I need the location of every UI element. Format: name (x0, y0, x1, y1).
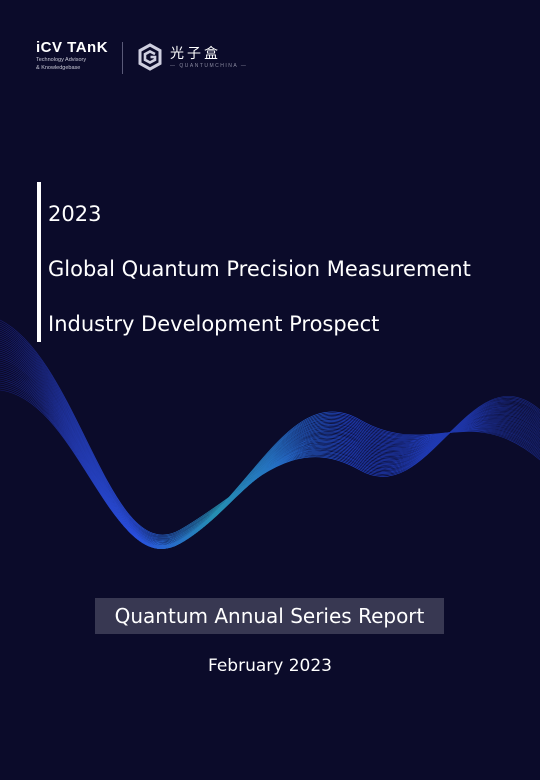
report-year: 2023 (48, 202, 102, 226)
partner-logo: 光子盒 — QUANTUMCHINA — (138, 41, 246, 75)
report-date: February 2023 (208, 656, 332, 676)
wave-line (0, 389, 540, 547)
icv-tank-logo: iCV TAnK Technology Advisory & Knowledge… (36, 40, 116, 72)
partner-logo-subtitle: — QUANTUMCHINA — (170, 63, 248, 69)
g-hexagon-logo-icon (138, 43, 162, 71)
wave-line (0, 329, 540, 541)
wave-line (0, 337, 540, 544)
series-label: Quantum Annual Series Report (114, 604, 425, 628)
series-label-box: Quantum Annual Series Report (95, 598, 444, 634)
icv-tank-subtitle-2: & Knowledgebase (36, 65, 81, 71)
title-accent-bar (37, 182, 41, 342)
wave-line (0, 331, 540, 542)
wave-line (0, 333, 540, 543)
wave-line (0, 335, 540, 543)
report-title-line-2: Industry Development Prospect (48, 312, 380, 336)
partner-logo-name: 光子盒 (170, 46, 221, 62)
report-title-line-1: Global Quantum Precision Measurement (48, 257, 471, 281)
quantum-wave-graphic (0, 319, 540, 549)
icv-tank-name: iCV TAnK (36, 39, 109, 56)
icv-tank-subtitle-1: Technology Advisory (36, 57, 87, 63)
logo-divider (122, 42, 123, 74)
